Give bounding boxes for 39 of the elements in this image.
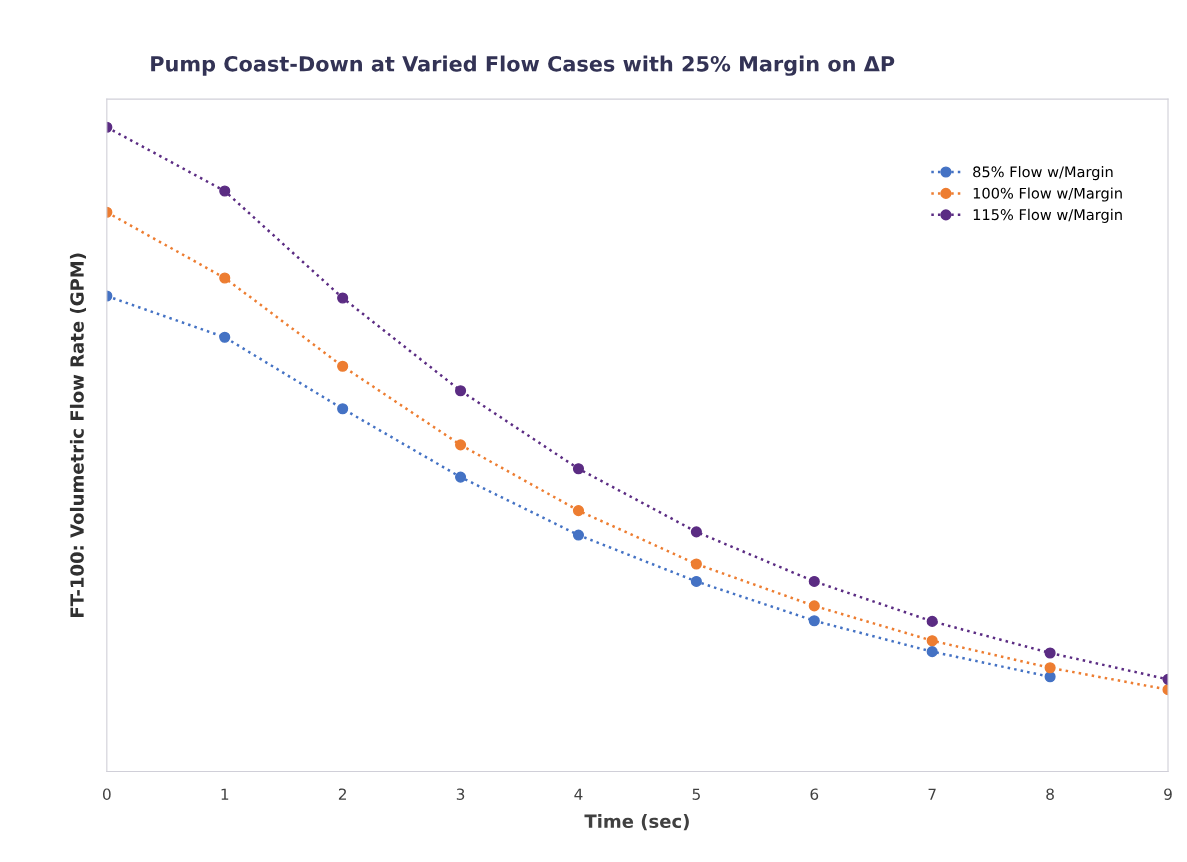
- x-tick-label: 2: [338, 788, 346, 800]
- point: [690, 526, 702, 538]
- point: [926, 635, 938, 647]
- point: [219, 272, 231, 284]
- point: [808, 615, 820, 627]
- point: [572, 529, 585, 541]
- point: [454, 471, 467, 483]
- point: [690, 558, 702, 570]
- x-tick-label: 5: [692, 788, 700, 800]
- x-tick-label: 6: [810, 788, 819, 800]
- point: [454, 385, 467, 397]
- point: [219, 331, 231, 343]
- point: [808, 600, 820, 612]
- point: [572, 505, 585, 517]
- x-tick-label: 8: [1046, 788, 1054, 800]
- x-axis-title: Time (sec): [584, 814, 689, 831]
- point: [572, 463, 585, 475]
- x-tick-label: 4: [574, 788, 583, 800]
- point: [1044, 647, 1056, 659]
- chart-title: Pump Coast-Down at Varied Flow Cases with 25% Margin on ΔP: [151, 55, 895, 76]
- y-axis-title: FT-100: Volumetric Flow Rate (GPM): [69, 253, 87, 617]
- x-tick-label: 7: [928, 788, 936, 800]
- point: [337, 360, 349, 372]
- x-tick-label: 1: [221, 788, 229, 800]
- point: [337, 403, 349, 415]
- point: [1044, 662, 1056, 674]
- point: [219, 185, 231, 197]
- point: [926, 615, 938, 627]
- point: [337, 292, 349, 304]
- point: [690, 575, 702, 587]
- x-tick-label: 3: [456, 788, 465, 800]
- legend-label: 85% Flow w/Margin: [973, 166, 1113, 181]
- legend-label: 100% Flow w/Margin: [973, 187, 1122, 202]
- point: [808, 575, 820, 587]
- legend-label: 115% Flow w/Margin: [973, 208, 1122, 223]
- x-tick-label: 0: [102, 788, 111, 800]
- x-tick-label: 9: [1164, 788, 1172, 800]
- point: [454, 439, 467, 451]
- point: [926, 646, 938, 658]
